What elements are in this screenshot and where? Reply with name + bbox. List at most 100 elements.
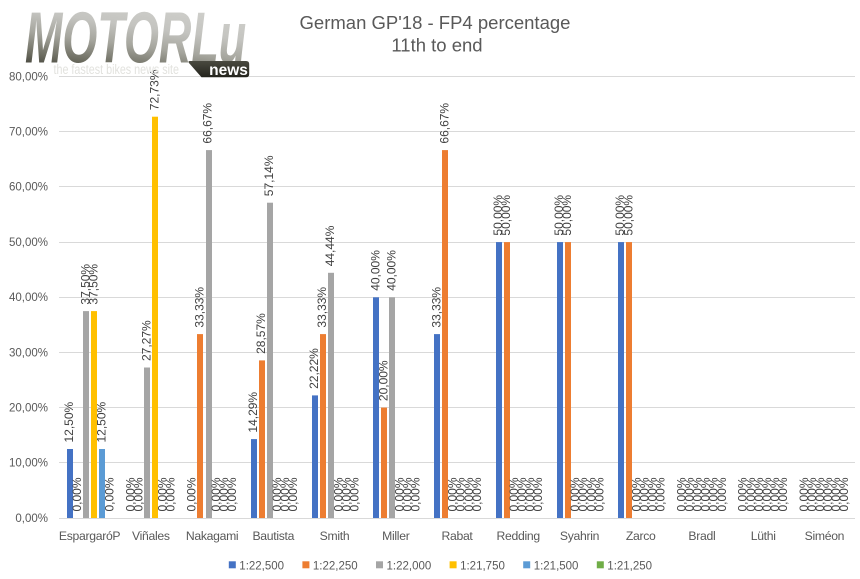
svg-text:0,00%: 0,00%: [629, 477, 643, 511]
svg-text:0,00%: 0,00%: [164, 477, 178, 511]
svg-text:66,67%: 66,67%: [438, 103, 452, 144]
svg-text:Siméon: Siméon: [805, 529, 845, 543]
svg-text:50,00%: 50,00%: [613, 195, 627, 236]
svg-text:66,67%: 66,67%: [201, 103, 215, 144]
svg-text:0,00%: 0,00%: [760, 477, 774, 511]
svg-text:Redding: Redding: [497, 529, 540, 543]
svg-text:Syahrin: Syahrin: [560, 529, 599, 543]
svg-text:0,00%: 0,00%: [736, 477, 750, 511]
svg-text:0,00%: 0,00%: [715, 477, 729, 511]
svg-text:0,00%: 0,00%: [637, 477, 651, 511]
svg-text:1:21,750: 1:21,750: [460, 560, 505, 572]
svg-text:0,00%: 0,00%: [331, 477, 345, 511]
svg-text:0,00%: 0,00%: [797, 477, 811, 511]
svg-text:50,00%: 50,00%: [491, 195, 505, 236]
svg-text:1:21,250: 1:21,250: [607, 560, 652, 572]
svg-text:33,33%: 33,33%: [193, 287, 207, 328]
svg-text:0,00%: 0,00%: [646, 477, 660, 511]
svg-text:0,00%: 0,00%: [225, 477, 239, 511]
svg-text:40,00%: 40,00%: [384, 250, 398, 291]
svg-text:20,00%: 20,00%: [9, 402, 48, 414]
svg-text:0,00%: 0,00%: [270, 477, 284, 511]
svg-text:0,00%: 0,00%: [347, 477, 361, 511]
svg-text:10,00%: 10,00%: [9, 458, 48, 470]
svg-text:0,00%: 0,00%: [592, 477, 606, 511]
svg-text:72,73%: 72,73%: [148, 69, 162, 110]
svg-text:0,00%: 0,00%: [156, 477, 170, 511]
svg-text:news: news: [209, 62, 248, 79]
svg-text:0,00%: 0,00%: [15, 513, 48, 525]
svg-text:33,33%: 33,33%: [430, 287, 444, 328]
svg-text:0,00%: 0,00%: [654, 477, 668, 511]
svg-text:0,00%: 0,00%: [70, 477, 84, 511]
svg-text:11th to end: 11th to end: [391, 35, 482, 56]
svg-text:27,27%: 27,27%: [140, 320, 154, 361]
svg-text:0,00%: 0,00%: [829, 477, 843, 511]
svg-text:0,00%: 0,00%: [691, 477, 705, 511]
svg-text:0,00%: 0,00%: [209, 477, 223, 511]
svg-text:0,00%: 0,00%: [707, 477, 721, 511]
svg-text:EspargaróP: EspargaróP: [59, 529, 121, 543]
svg-text:0,00%: 0,00%: [752, 477, 766, 511]
svg-text:0,00%: 0,00%: [446, 477, 460, 511]
svg-text:German GP'18 - FP4 percentage: German GP'18 - FP4 percentage: [300, 12, 571, 33]
svg-text:0,00%: 0,00%: [470, 477, 484, 511]
svg-text:0,00%: 0,00%: [278, 477, 292, 511]
svg-text:0,00%: 0,00%: [217, 477, 231, 511]
svg-text:50,00%: 50,00%: [560, 195, 574, 236]
svg-text:0,00%: 0,00%: [821, 477, 835, 511]
svg-text:Rabat: Rabat: [441, 529, 473, 543]
svg-text:0,00%: 0,00%: [132, 477, 146, 511]
svg-text:0,00%: 0,00%: [744, 477, 758, 511]
svg-text:0,00%: 0,00%: [699, 477, 713, 511]
svg-text:0,00%: 0,00%: [462, 477, 476, 511]
svg-text:Bradl: Bradl: [688, 529, 715, 543]
svg-text:1:22,000: 1:22,000: [387, 560, 432, 572]
svg-text:0,00%: 0,00%: [409, 477, 423, 511]
svg-text:Viñales: Viñales: [132, 529, 170, 543]
svg-text:0,00%: 0,00%: [837, 477, 851, 511]
svg-text:37,50%: 37,50%: [86, 264, 100, 305]
svg-text:37,50%: 37,50%: [78, 264, 92, 305]
svg-text:14,29%: 14,29%: [246, 392, 260, 433]
svg-text:0,00%: 0,00%: [393, 477, 407, 511]
svg-text:0,00%: 0,00%: [286, 477, 300, 511]
svg-text:Miller: Miller: [382, 529, 410, 543]
svg-text:12,50%: 12,50%: [94, 401, 108, 442]
svg-text:0,00%: 0,00%: [584, 477, 598, 511]
svg-text:22,22%: 22,22%: [307, 348, 321, 389]
svg-text:0,00%: 0,00%: [675, 477, 689, 511]
svg-text:80,00%: 80,00%: [9, 71, 48, 83]
svg-text:0,00%: 0,00%: [568, 477, 582, 511]
svg-text:0,00%: 0,00%: [805, 477, 819, 511]
svg-text:Zarco: Zarco: [626, 529, 656, 543]
svg-text:Lüthi: Lüthi: [751, 529, 776, 543]
svg-text:12,50%: 12,50%: [62, 401, 76, 442]
svg-text:0,00%: 0,00%: [185, 477, 199, 511]
svg-text:57,14%: 57,14%: [262, 155, 276, 196]
svg-text:0,00%: 0,00%: [776, 477, 790, 511]
svg-text:Smith: Smith: [320, 529, 350, 543]
svg-text:1:21,500: 1:21,500: [534, 560, 579, 572]
svg-text:70,00%: 70,00%: [9, 127, 48, 139]
svg-text:0,00%: 0,00%: [401, 477, 415, 511]
svg-text:40,00%: 40,00%: [9, 292, 48, 304]
svg-text:0,00%: 0,00%: [768, 477, 782, 511]
svg-text:40,00%: 40,00%: [368, 250, 382, 291]
svg-text:0,00%: 0,00%: [515, 477, 529, 511]
svg-text:60,00%: 60,00%: [9, 182, 48, 194]
svg-text:0,00%: 0,00%: [454, 477, 468, 511]
svg-text:33,33%: 33,33%: [315, 287, 329, 328]
svg-text:0,00%: 0,00%: [576, 477, 590, 511]
svg-text:1:22,250: 1:22,250: [313, 560, 358, 572]
svg-text:0,00%: 0,00%: [531, 477, 545, 511]
svg-text:50,00%: 50,00%: [499, 195, 513, 236]
svg-text:50,00%: 50,00%: [552, 195, 566, 236]
svg-text:30,00%: 30,00%: [9, 347, 48, 359]
svg-text:0,00%: 0,00%: [103, 477, 117, 511]
svg-text:28,57%: 28,57%: [254, 313, 268, 354]
svg-text:0,00%: 0,00%: [123, 477, 137, 511]
svg-text:Bautista: Bautista: [252, 529, 294, 543]
svg-text:0,00%: 0,00%: [523, 477, 537, 511]
svg-text:50,00%: 50,00%: [621, 195, 635, 236]
